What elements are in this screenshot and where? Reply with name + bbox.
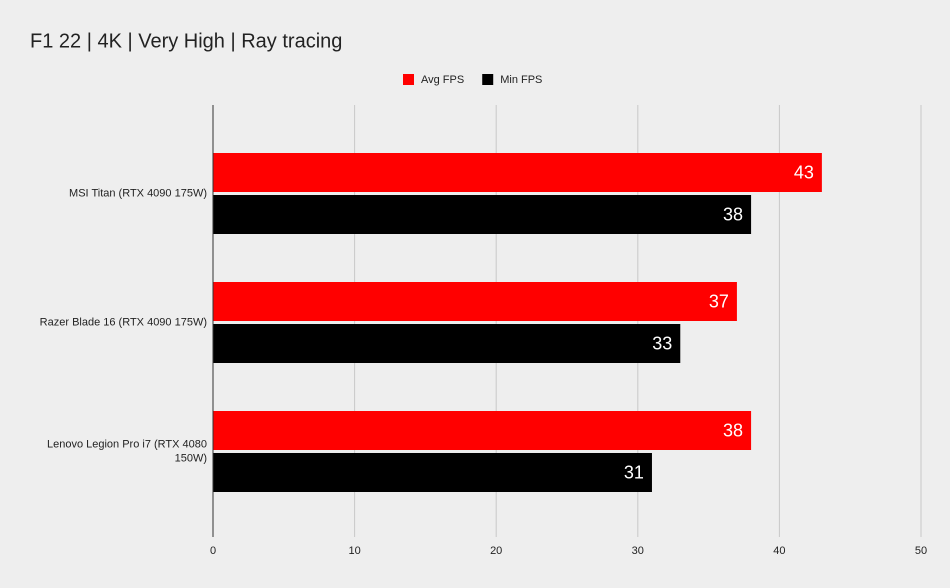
legend-swatch xyxy=(403,74,414,85)
chart-title: F1 22 | 4K | Very High | Ray tracing xyxy=(30,30,342,52)
legend-swatch xyxy=(482,74,494,85)
legend-label: Avg FPS xyxy=(421,74,464,86)
y-tick-label: Lenovo Legion Pro i7 (RTX 4080 150W) xyxy=(47,438,207,464)
y-tick-label: MSI Titan (RTX 4090 175W) xyxy=(69,187,207,199)
bar xyxy=(213,411,752,450)
x-tick-label: 20 xyxy=(490,545,502,557)
x-tick-label: 30 xyxy=(632,545,644,557)
x-tick-label: 0 xyxy=(210,545,216,557)
bar xyxy=(213,282,737,321)
bar xyxy=(213,195,752,234)
value-label: 43 xyxy=(794,162,814,182)
bar xyxy=(213,324,681,363)
x-tick-label: 40 xyxy=(773,545,785,557)
bar xyxy=(213,453,652,492)
value-label: 38 xyxy=(723,420,743,440)
value-label: 31 xyxy=(624,462,644,482)
value-label: 33 xyxy=(652,333,672,353)
y-tick-label: Razer Blade 16 (RTX 4090 175W) xyxy=(40,316,207,328)
legend-label: Min FPS xyxy=(500,74,542,86)
x-tick-label: 50 xyxy=(915,545,927,557)
x-tick-label: 10 xyxy=(348,545,360,557)
bar xyxy=(213,153,822,192)
value-label: 37 xyxy=(709,291,729,311)
value-label: 38 xyxy=(723,204,743,224)
